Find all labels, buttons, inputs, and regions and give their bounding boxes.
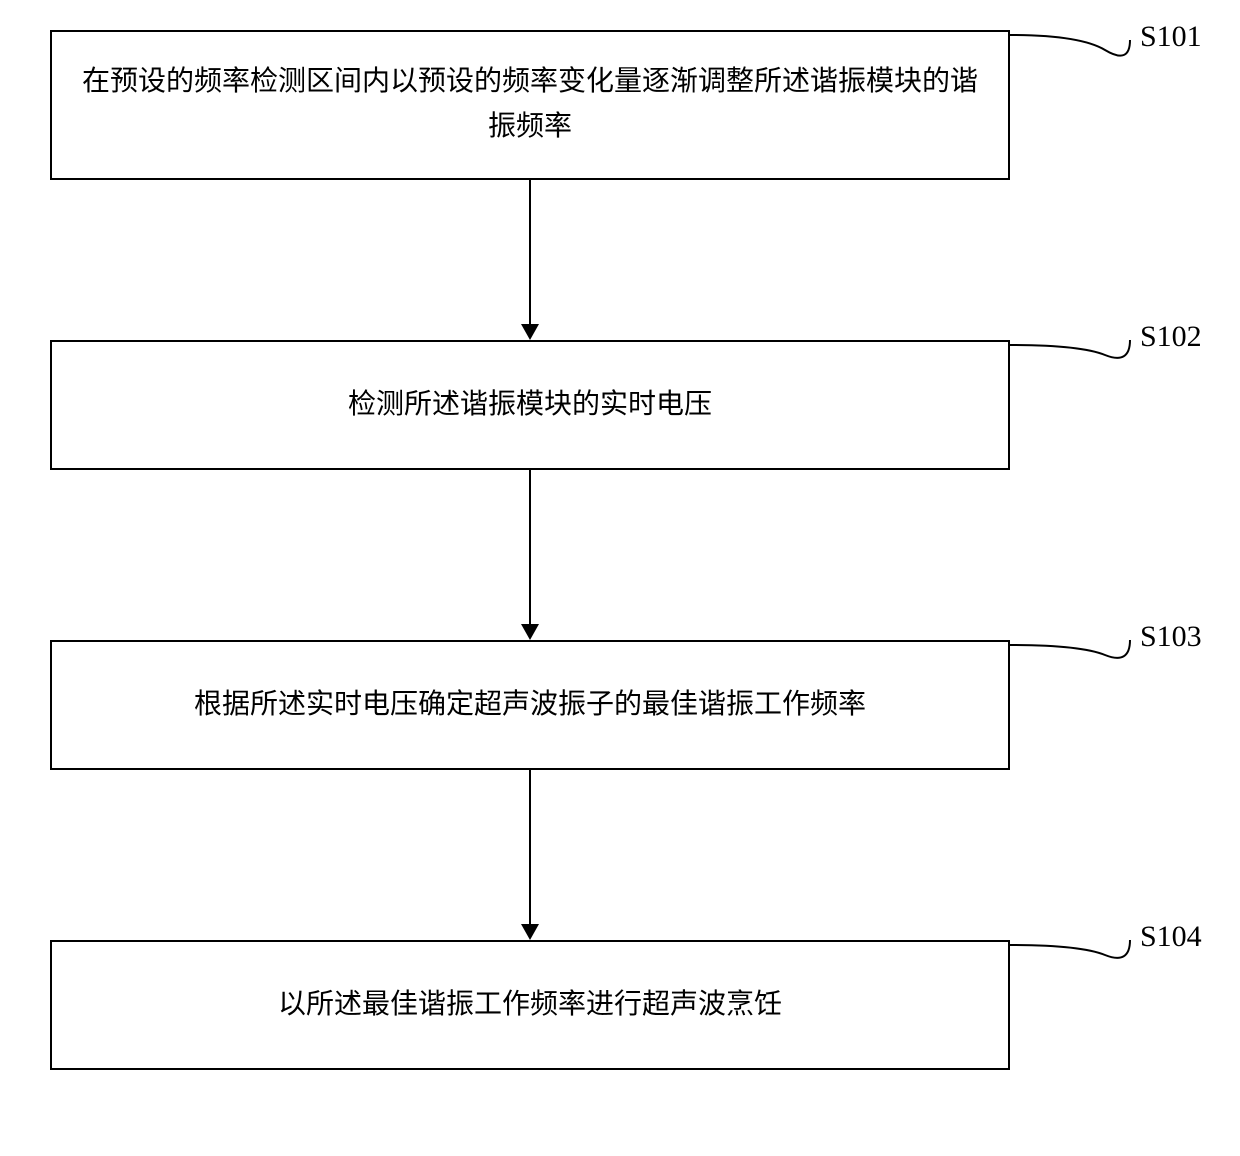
step-text-2: 检测所述谐振模块的实时电压 <box>348 383 712 428</box>
arrow-line-3 <box>529 770 531 924</box>
connector-curve-1 <box>1010 30 1140 80</box>
step-box-1: 在预设的频率检测区间内以预设的频率变化量逐渐调整所述谐振模块的谐振频率 <box>50 30 1010 180</box>
arrow-head-3 <box>521 924 539 940</box>
step-text-1: 在预设的频率检测区间内以预设的频率变化量逐渐调整所述谐振模块的谐振频率 <box>82 60 978 150</box>
step-box-4: 以所述最佳谐振工作频率进行超声波烹饪 <box>50 940 1010 1070</box>
step-label-1: S101 <box>1140 20 1202 54</box>
arrow-head-1 <box>521 324 539 340</box>
connector-curve-2 <box>1010 330 1140 380</box>
step-box-2: 检测所述谐振模块的实时电压 <box>50 340 1010 470</box>
step-text-3: 根据所述实时电压确定超声波振子的最佳谐振工作频率 <box>194 683 866 728</box>
step-box-3: 根据所述实时电压确定超声波振子的最佳谐振工作频率 <box>50 640 1010 770</box>
connector-curve-3 <box>1010 630 1140 680</box>
step-text-4: 以所述最佳谐振工作频率进行超声波烹饪 <box>278 983 782 1028</box>
arrow-line-2 <box>529 470 531 624</box>
arrow-head-2 <box>521 624 539 640</box>
arrow-line-1 <box>529 180 531 324</box>
step-label-3: S103 <box>1140 620 1202 654</box>
step-label-2: S102 <box>1140 320 1202 354</box>
connector-curve-4 <box>1010 930 1140 980</box>
flowchart-container: 在预设的频率检测区间内以预设的频率变化量逐渐调整所述谐振模块的谐振频率 S101… <box>0 0 1240 1156</box>
step-label-4: S104 <box>1140 920 1202 954</box>
